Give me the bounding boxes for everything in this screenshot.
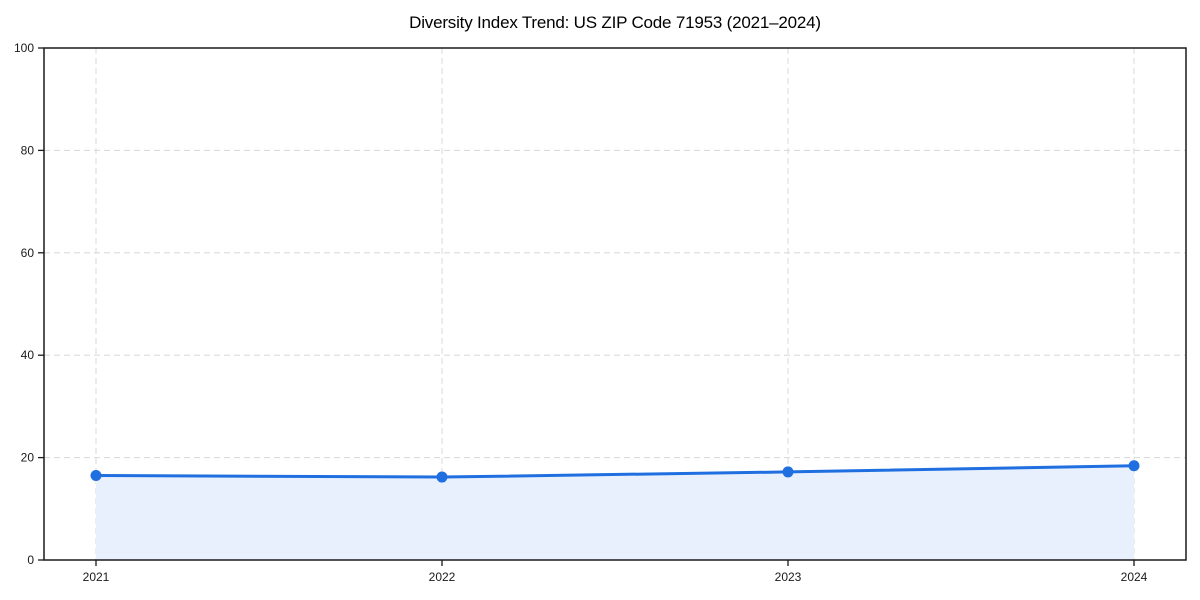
x-tick-label: 2023 — [775, 570, 802, 584]
trend-line — [94, 464, 1136, 479]
y-tick-label: 60 — [21, 246, 35, 260]
y-tick-label: 0 — [27, 553, 34, 567]
data-point-marker — [782, 466, 794, 478]
data-point-marker — [90, 470, 102, 482]
y-tick-label: 100 — [14, 41, 34, 55]
y-tick-label: 80 — [21, 143, 35, 157]
data-point-marker — [436, 471, 448, 483]
x-tick-label: 2021 — [83, 570, 110, 584]
plot-border — [43, 47, 1187, 561]
y-tick-label: 20 — [21, 451, 35, 465]
area-fill — [96, 465, 1134, 560]
y-tick-label: 40 — [21, 348, 35, 362]
data-point-marker — [1128, 460, 1140, 472]
chart-title: Diversity Index Trend: US ZIP Code 71953… — [409, 13, 821, 32]
x-tick-label: 2022 — [429, 570, 456, 584]
x-tick-label: 2024 — [1121, 570, 1148, 584]
